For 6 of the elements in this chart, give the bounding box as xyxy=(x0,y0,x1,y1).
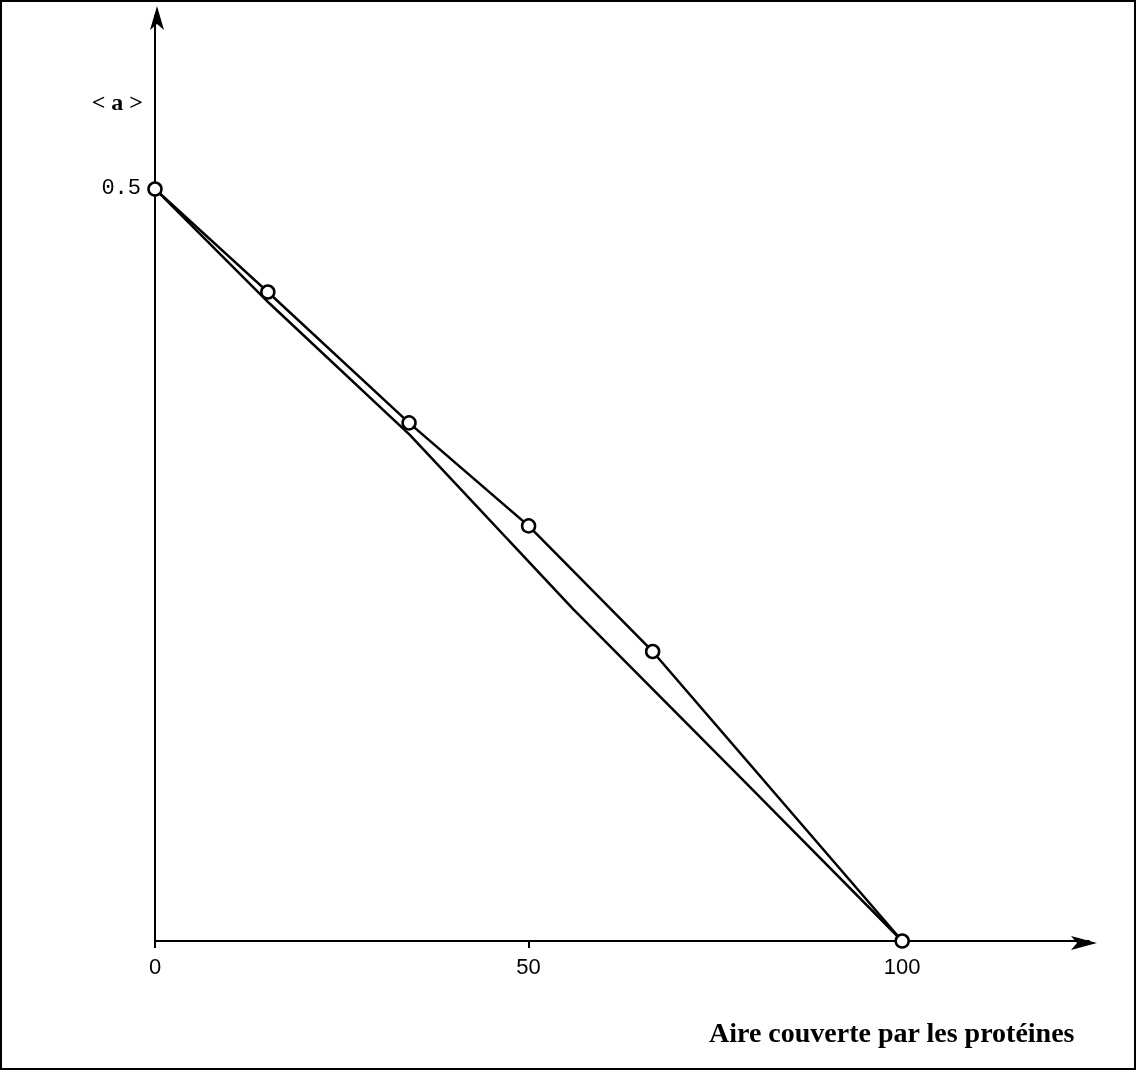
x-tick-label: 0 xyxy=(148,953,162,979)
x-axis-title: Aire couverte par les protéines xyxy=(709,1016,1075,1048)
y-axis-title: < a > xyxy=(91,89,143,115)
x-tick-label: 50 xyxy=(516,953,541,979)
x-tick-label: 100 xyxy=(883,953,921,979)
annotation: 0.5 xyxy=(101,176,141,202)
